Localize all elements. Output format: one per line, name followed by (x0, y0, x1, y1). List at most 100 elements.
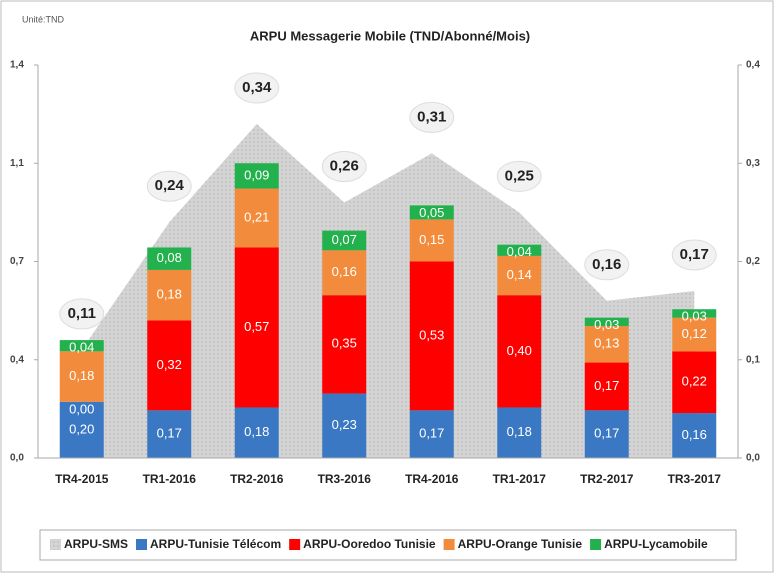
chart-title: ARPU Messagerie Mobile (TND/Abonné/Mois) (250, 28, 530, 43)
bar-label: 0,14 (507, 267, 532, 282)
bar (322, 230, 367, 251)
bar-label: 0,09 (244, 167, 269, 182)
label-bubble (234, 72, 280, 104)
bar (59, 340, 104, 352)
bar (672, 413, 717, 458)
bar-label: 0,22 (682, 374, 707, 389)
bar (147, 247, 192, 270)
bar (234, 163, 279, 189)
bar-label: 0,21 (244, 209, 269, 224)
x-tick-label: TR2-2016 (230, 472, 284, 486)
bar-label: 0,17 (594, 426, 619, 441)
x-tick-label: TR1-2016 (143, 472, 197, 486)
bar (497, 255, 542, 296)
y2-tick-label: 0,4 (746, 60, 760, 71)
legend-box (39, 529, 737, 561)
area-label: 0,17 (680, 246, 709, 263)
legend-swatch (50, 539, 61, 550)
label-bubble (59, 298, 105, 330)
bar (59, 401, 104, 458)
legend-swatch (590, 539, 602, 550)
bar (147, 269, 192, 321)
bar-label: 0,00 (69, 401, 94, 416)
unit-note: Unité:TND (22, 14, 65, 24)
bar (322, 295, 367, 394)
bar (672, 317, 717, 352)
bar (322, 393, 367, 458)
y2-tick-label: 0,1 (746, 354, 760, 365)
legend-label: ARPU-Ooredoo Tunisie (303, 537, 436, 551)
area-label: 0,25 (505, 167, 534, 184)
bar-label: 0,05 (419, 205, 444, 220)
x-tick-label: TR3-2017 (668, 472, 722, 486)
bar-label: 0,17 (157, 426, 182, 441)
bar (409, 205, 454, 220)
label-bubble (321, 151, 367, 183)
bar-label: 0,17 (419, 426, 444, 441)
x-tick-label: TR2-2017 (580, 472, 634, 486)
bar-label: 0,20 (69, 421, 94, 436)
legend-label: ARPU-Lycamobile (604, 537, 708, 551)
bar-label: 0,15 (419, 232, 444, 247)
y2-tick-label: 0,2 (746, 256, 760, 267)
bar (672, 309, 717, 318)
bar-label: 0,18 (507, 424, 532, 439)
bar (234, 407, 279, 458)
bar-label: 0,35 (332, 336, 357, 351)
bar (147, 410, 192, 458)
bar-label: 0,18 (69, 368, 94, 383)
x-tick-label: TR3-2016 (318, 472, 372, 486)
bar-label: 0,08 (157, 250, 182, 265)
label-layer: 0,11 0,24 0,34 0,26 0,31 0,25 0,16 0,17 0,20 0,17… (59, 72, 717, 442)
legend-swatch (136, 539, 148, 550)
bar-label: 0,16 (332, 264, 357, 279)
y-tick-label: 0,0 (10, 453, 24, 464)
x-tick-label: TR4-2015 (55, 472, 109, 486)
area-label: 0,24 (155, 177, 185, 194)
legend-swatch (443, 539, 455, 550)
bar-label: 0,13 (594, 336, 619, 351)
bar (409, 219, 454, 262)
bar (59, 351, 104, 402)
bar (497, 407, 542, 458)
bar (497, 244, 542, 256)
label-bubble (496, 160, 542, 192)
bar-label: 0,07 (332, 232, 357, 247)
label-bubble (409, 101, 455, 133)
x-tick-label: TR1-2017 (493, 472, 547, 486)
area-label: 0,31 (417, 108, 446, 125)
bar-label: 0,17 (594, 378, 619, 393)
legend-label: ARPU-Orange Tunisie (458, 537, 583, 551)
bar (584, 317, 629, 327)
y2-tick-label: 0,3 (746, 158, 760, 169)
y2-tick-label: 0,0 (746, 453, 760, 464)
bar (234, 188, 279, 248)
bar-label: 0,12 (682, 326, 707, 341)
y-tick-label: 1,4 (10, 60, 24, 71)
bar-label: 0,57 (244, 319, 269, 334)
bar-label: 0,53 (419, 327, 444, 342)
bar-label: 0,16 (682, 427, 707, 442)
bar-label: 0,32 (157, 357, 182, 372)
bar-label: 0,40 (507, 343, 532, 358)
bar (584, 362, 629, 411)
area-label: 0,34 (242, 79, 272, 96)
bar-label: 0,18 (244, 424, 269, 439)
legend-label: ARPU-SMS (64, 537, 128, 551)
bar-label: 0,04 (69, 340, 94, 355)
bar-label: 0,03 (594, 317, 619, 332)
area-label: 0,16 (592, 256, 621, 273)
label-bubble (671, 239, 717, 271)
area-label: 0,26 (330, 158, 359, 175)
y-tick-label: 0,4 (10, 354, 24, 365)
bar-label: 0,23 (332, 417, 357, 432)
label-bubble (146, 170, 192, 202)
bar (584, 326, 629, 363)
bar (672, 351, 717, 414)
bar-label: 0,18 (157, 287, 182, 302)
legend: ARPU-SMS ARPU-Tunisie Télécom ARPU-Ooredoo… (50, 537, 708, 551)
bar-layer (59, 163, 717, 458)
bar-label: 0,04 (507, 244, 532, 259)
bar (409, 261, 454, 411)
